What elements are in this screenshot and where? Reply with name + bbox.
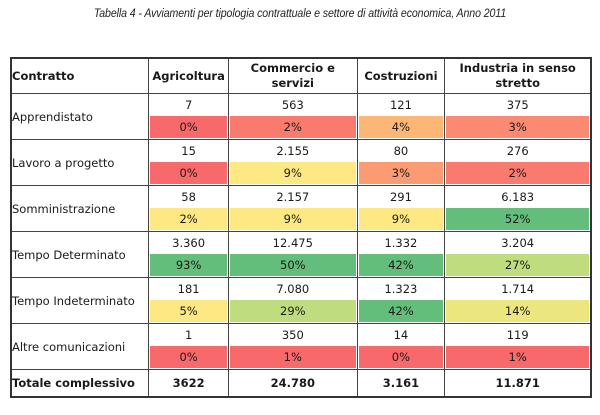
contracts-by-sector-table: Contratto Agricoltura Commercio e serviz… (10, 57, 592, 398)
total-industria: 11.871 (444, 369, 592, 398)
cell-costruzioni: 14 0% (356, 323, 446, 370)
count-value: 1.332 (384, 236, 418, 250)
cell-agricoltura: 58 2% (148, 185, 230, 232)
cell-industria: 276 2% (444, 139, 592, 186)
total-commercio-servizi: 24.780 (228, 369, 358, 398)
percentage-value: 0% (150, 162, 228, 184)
percentage-value: 93% (150, 254, 228, 276)
row-label: Altre comunicazioni (10, 323, 150, 370)
header-commercio-servizi: Commercio e servizi (228, 57, 358, 94)
count-value: 2.155 (276, 144, 310, 158)
percentage-value: 9% (230, 162, 356, 184)
count-value: 119 (506, 328, 529, 342)
percentage-value: 2% (230, 116, 356, 138)
count-value: 80 (393, 144, 409, 158)
count-value: 7 (184, 98, 193, 112)
percentage-value: 5% (150, 300, 228, 322)
cell-industria: 1.714 14% (444, 277, 592, 324)
percentage-value: 1% (230, 346, 356, 368)
row-label: Tempo Determinato (10, 231, 150, 278)
row-label: Apprendistato (10, 93, 150, 140)
table-row: Lavoro a progetto 15 0% 2.155 9% 80 3% 276 2% (10, 139, 592, 186)
cell-costruzioni: 80 3% (356, 139, 446, 186)
percentage-value: 0% (358, 346, 444, 368)
count-value: 276 (506, 144, 529, 158)
percentage-value: 9% (358, 208, 444, 230)
cell-industria: 375 3% (444, 93, 592, 140)
cell-costruzioni: 1.332 42% (356, 231, 446, 278)
cell-commercio-servizi: 7.080 29% (228, 277, 358, 324)
percentage-value: 4% (358, 116, 444, 138)
count-value: 15 (181, 144, 196, 158)
header-row: Contratto Agricoltura Commercio e serviz… (10, 57, 592, 94)
percentage-value: 42% (358, 254, 444, 276)
header-costruzioni: Costruzioni (356, 57, 446, 94)
percentage-value: 42% (358, 300, 444, 322)
percentage-value: 3% (358, 162, 444, 184)
cell-industria: 119 1% (444, 323, 592, 370)
total-costruzioni: 3.161 (356, 369, 446, 398)
count-value: 1.714 (501, 282, 535, 296)
count-value: 181 (177, 282, 200, 296)
percentage-value: 9% (230, 208, 356, 230)
total-row: Totale complessivo 3622 24.780 3.161 11.871 (10, 369, 592, 398)
count-value: 14 (393, 328, 409, 342)
row-label: Somministrazione (10, 185, 150, 232)
count-value: 375 (506, 98, 529, 112)
cell-agricoltura: 7 0% (148, 93, 230, 140)
table-row: Apprendistato 7 0% 563 2% 121 4% 375 3% (10, 93, 592, 140)
count-value: 6.183 (501, 190, 535, 204)
count-value: 563 (281, 98, 304, 112)
cell-costruzioni: 291 9% (356, 185, 446, 232)
cell-costruzioni: 1.323 42% (356, 277, 446, 324)
cell-industria: 6.183 52% (444, 185, 592, 232)
percentage-value: 0% (150, 116, 228, 138)
count-value: 3.360 (172, 236, 206, 250)
percentage-value: 27% (446, 254, 589, 276)
cell-commercio-servizi: 2.155 9% (228, 139, 358, 186)
percentage-value: 2% (150, 208, 228, 230)
count-value: 1 (184, 328, 193, 342)
row-label: Tempo Indeterminato (10, 277, 150, 324)
table-row: Tempo Determinato 3.360 93% 12.475 50% 1.332 4… (10, 231, 592, 278)
percentage-value: 29% (230, 300, 356, 322)
count-value: 12.475 (272, 236, 313, 250)
count-value: 121 (389, 98, 412, 112)
row-label: Lavoro a progetto (10, 139, 150, 186)
cell-agricoltura: 181 5% (148, 277, 230, 324)
table-row: Tempo Indeterminato 181 5% 7.080 29% 1.323 42%… (10, 277, 592, 324)
total-label: Totale complessivo (10, 369, 150, 398)
percentage-value: 14% (446, 300, 589, 322)
cell-industria: 3.204 27% (444, 231, 592, 278)
count-value: 7.080 (276, 282, 310, 296)
table-row: Somministrazione 58 2% 2.157 9% 291 9% 6.183 52% (10, 185, 592, 232)
percentage-value: 1% (446, 346, 589, 368)
table-caption: Tabella 4 - Avviamenti per tipologia con… (93, 8, 507, 20)
percentage-value: 0% (150, 346, 228, 368)
cell-agricoltura: 1 0% (148, 323, 230, 370)
cell-commercio-servizi: 350 1% (228, 323, 358, 370)
percentage-value: 2% (446, 162, 589, 184)
count-value: 3.204 (501, 236, 535, 250)
count-value: 291 (389, 190, 412, 204)
count-value: 58 (181, 190, 196, 204)
cell-commercio-servizi: 563 2% (228, 93, 358, 140)
cell-agricoltura: 15 0% (148, 139, 230, 186)
count-value: 350 (281, 328, 304, 342)
percentage-value: 3% (446, 116, 589, 138)
cell-agricoltura: 3.360 93% (148, 231, 230, 278)
cell-commercio-servizi: 12.475 50% (228, 231, 358, 278)
header-industria: Industria in senso stretto (444, 57, 592, 94)
total-agricoltura: 3622 (148, 369, 230, 398)
cell-commercio-servizi: 2.157 9% (228, 185, 358, 232)
header-agricoltura: Agricoltura (148, 57, 230, 94)
header-contratto: Contratto (10, 57, 150, 94)
count-value: 2.157 (276, 190, 310, 204)
cell-costruzioni: 121 4% (356, 93, 446, 140)
count-value: 1.323 (384, 282, 418, 296)
percentage-value: 50% (230, 254, 356, 276)
table-row: Altre comunicazioni 1 0% 350 1% 14 0% 119 1% (10, 323, 592, 370)
percentage-value: 52% (446, 208, 589, 230)
